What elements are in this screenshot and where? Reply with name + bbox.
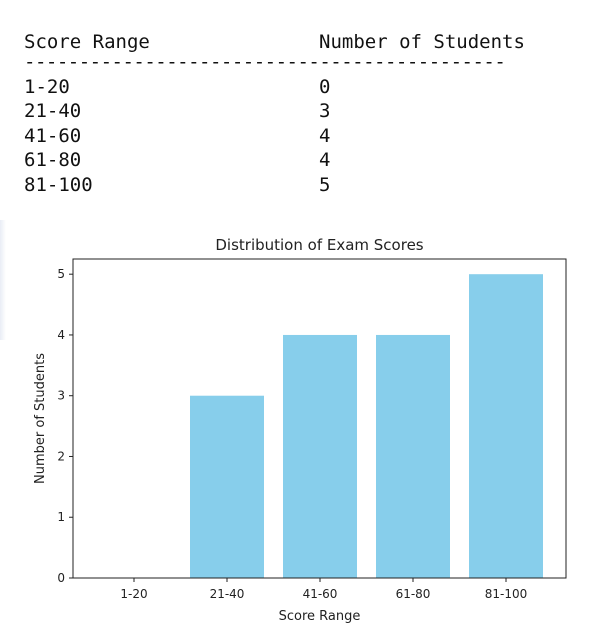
- table-cell-count: 0: [319, 75, 331, 98]
- x-tick-label: 41-60: [303, 587, 338, 601]
- table-cell-range: 1-20: [24, 75, 70, 98]
- table-row: 61-80 4: [24, 148, 525, 173]
- y-tick-label: 2: [57, 449, 65, 463]
- y-tick-label: 0: [57, 571, 65, 585]
- bar-41-60: [283, 334, 357, 578]
- y-tick-label: 3: [57, 389, 65, 403]
- left-edge-shadow: [0, 220, 6, 340]
- y-tick-label: 5: [57, 267, 65, 281]
- table-cell-range: 21-40: [24, 100, 82, 122]
- table-row: 41-60 4: [24, 124, 525, 149]
- bar-81-100: [469, 274, 543, 578]
- table-cell-count: 4: [319, 124, 331, 147]
- y-tick-label: 4: [57, 328, 65, 342]
- table-separator: ----------------------------------------…: [24, 50, 506, 73]
- x-axis-label: Score Range: [279, 609, 361, 624]
- bar-61-80: [376, 334, 450, 578]
- table-row: 1-20 0: [24, 75, 525, 100]
- score-table: Score Range Number of Students ---------…: [24, 30, 525, 197]
- y-axis-label: Number of Students: [33, 353, 48, 484]
- table-cell-range: 41-60: [24, 124, 82, 147]
- chart-title: Distribution of Exam Scores: [215, 236, 423, 254]
- table-cell-range: 81-100: [24, 173, 93, 196]
- bar-21-40: [190, 395, 264, 578]
- table-header-score-range: Score Range: [24, 31, 150, 53]
- x-tick-label: 21-40: [210, 587, 245, 601]
- x-tick-label: 81-100: [485, 587, 528, 601]
- table-header-student-count: Number of Students: [319, 31, 525, 53]
- table-cell-count: 4: [319, 149, 331, 171]
- y-tick-label: 1: [57, 510, 65, 524]
- x-tick-label: 61-80: [396, 587, 431, 601]
- table-cell-count: 5: [319, 173, 331, 196]
- x-tick-label: 1-20: [120, 587, 147, 601]
- table-cell-range: 61-80: [24, 149, 82, 171]
- table-cell-count: 3: [319, 100, 331, 122]
- table-row: 21-40 3: [24, 99, 525, 124]
- table-header-row: Score Range Number of Students: [24, 30, 525, 55]
- table-row: 81-100 5: [24, 173, 525, 198]
